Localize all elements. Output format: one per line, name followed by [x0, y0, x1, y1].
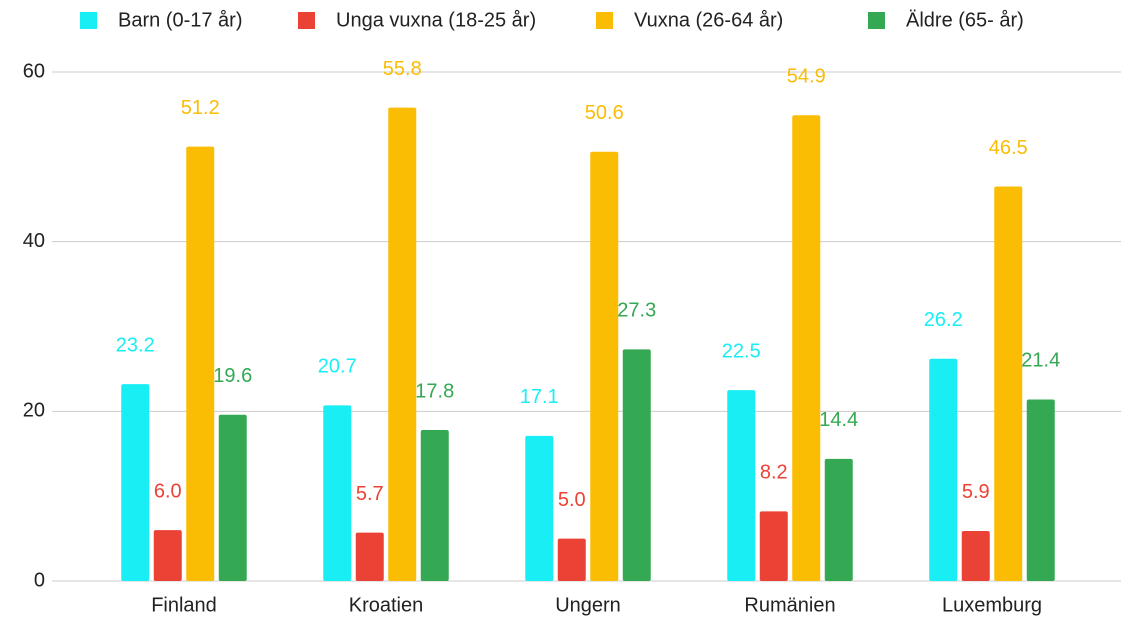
data-label: 17.1 [520, 386, 559, 408]
data-label: 55.8 [383, 58, 422, 80]
y-tick-label: 60 [23, 60, 45, 82]
legend-label: Barn (0-17 år) [118, 9, 243, 31]
bar [557, 538, 586, 581]
legend-swatch [596, 12, 613, 29]
bar [218, 414, 247, 581]
data-label: 20.7 [318, 356, 357, 378]
bar [186, 146, 215, 582]
data-label: 6.0 [154, 480, 182, 502]
data-label: 23.2 [116, 334, 155, 356]
data-label: 17.8 [415, 380, 454, 402]
bar [323, 405, 352, 581]
legend-swatch [868, 12, 885, 29]
x-tick-label: Rumänien [744, 594, 835, 616]
bar [622, 349, 651, 581]
bar [1026, 399, 1055, 581]
x-tick-label: Finland [151, 594, 217, 616]
legend-swatch [298, 12, 315, 29]
bar [388, 107, 417, 581]
data-label: 51.2 [181, 97, 220, 119]
bar [824, 458, 853, 581]
x-tick-label: Luxemburg [942, 594, 1042, 616]
data-label: 22.5 [722, 340, 761, 362]
y-tick-label: 40 [23, 230, 45, 252]
x-tick-label: Kroatien [349, 594, 424, 616]
legend-label: Äldre (65- år) [906, 9, 1024, 31]
bar [929, 358, 958, 581]
x-tick-label: Ungern [555, 594, 621, 616]
data-label: 8.2 [760, 462, 788, 484]
legend-label: Vuxna (26-64 år) [634, 9, 783, 31]
y-tick-label: 0 [34, 569, 45, 591]
bar [590, 151, 619, 581]
bar [525, 435, 554, 581]
legend-label: Unga vuxna (18-25 år) [336, 9, 536, 31]
data-label: 5.9 [962, 481, 990, 503]
bar [355, 532, 384, 581]
bar [792, 115, 821, 581]
data-label: 54.9 [787, 66, 826, 88]
data-label: 46.5 [989, 137, 1028, 159]
data-label: 50.6 [585, 102, 624, 124]
data-label: 27.3 [617, 300, 656, 322]
bar [420, 429, 449, 581]
bar [121, 384, 150, 581]
data-label: 21.4 [1021, 350, 1060, 372]
bar [759, 511, 788, 581]
bar [961, 530, 990, 581]
bar [153, 530, 182, 581]
bar [994, 186, 1023, 581]
data-label: 26.2 [924, 309, 963, 331]
data-label: 5.0 [558, 489, 586, 511]
data-label: 19.6 [213, 365, 252, 387]
data-label: 5.7 [356, 483, 384, 505]
data-label: 14.4 [819, 409, 858, 431]
legend-swatch [80, 12, 97, 29]
bar [727, 390, 756, 581]
y-tick-label: 20 [23, 400, 45, 422]
